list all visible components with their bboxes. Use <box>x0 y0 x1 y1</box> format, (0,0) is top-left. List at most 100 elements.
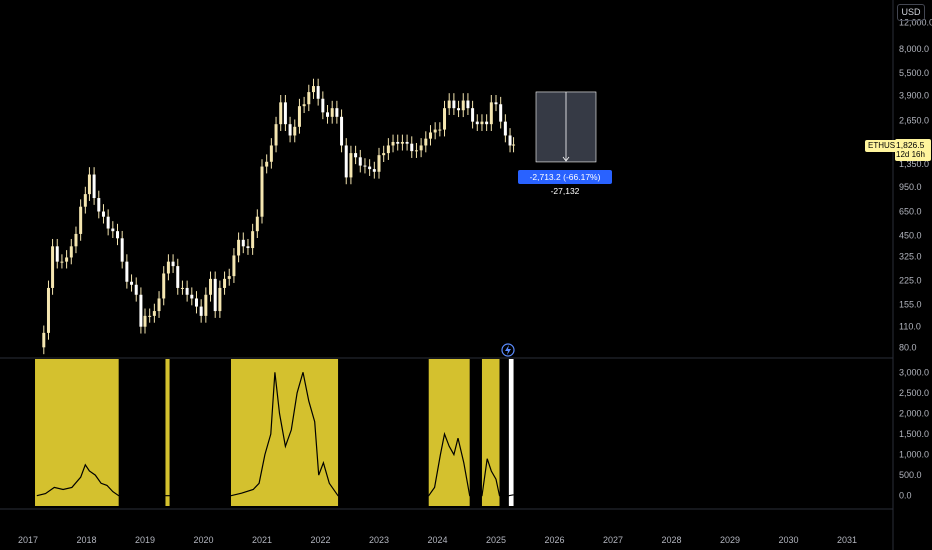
candle-body <box>74 233 78 247</box>
candle-body <box>297 106 301 127</box>
candle-body <box>354 153 358 158</box>
candle-body <box>265 161 269 167</box>
candle-body <box>46 287 50 333</box>
candle-body <box>428 132 432 139</box>
candle-body <box>227 276 231 279</box>
price-tick-label: 155.0 <box>899 299 922 309</box>
candle-body <box>130 281 134 285</box>
symbol-badge: ETHUSD <box>865 140 904 152</box>
currency-label: USD <box>901 7 921 17</box>
candle-body <box>111 228 115 232</box>
candle-body <box>485 121 489 125</box>
candle-body <box>372 169 376 172</box>
candle-body <box>391 141 395 146</box>
candle-body <box>330 108 334 117</box>
candle-body <box>171 261 175 267</box>
time-tick-label: 2023 <box>369 535 389 545</box>
currency-button[interactable]: USD <box>897 4 925 21</box>
countdown-label: 12d 16h <box>896 150 925 159</box>
indicator-highlight <box>508 359 514 506</box>
candle-body <box>363 165 367 167</box>
candle-body <box>166 261 170 274</box>
candle-body <box>396 141 400 144</box>
price-tick-label: 450.0 <box>899 230 922 240</box>
time-tick-label: 2027 <box>603 535 623 545</box>
candle-body <box>410 143 414 152</box>
candle-body <box>326 112 330 117</box>
candle-body <box>120 238 124 262</box>
price-tick-label: 650.0 <box>899 207 922 217</box>
indicator-highlights <box>35 359 514 506</box>
price-tick-label: 12,000.0 <box>899 17 932 27</box>
price-tick-label: 2,650.0 <box>899 115 929 125</box>
candle-body <box>241 239 245 247</box>
time-tick-label: 2018 <box>76 535 96 545</box>
candle-body <box>377 155 381 172</box>
candle-body <box>60 261 64 263</box>
candle-body <box>83 194 87 207</box>
price-tick-label: 110.0 <box>899 322 921 332</box>
candle-body <box>116 231 120 239</box>
candle-body <box>283 102 287 125</box>
candle-body <box>414 150 418 152</box>
time-tick-label: 2031 <box>837 535 857 545</box>
measure-label-badge: -2,713.2 (-66.17%) -27,132 <box>518 170 612 196</box>
candle-body <box>321 98 325 113</box>
candle-body <box>382 153 386 156</box>
candle-body <box>475 121 479 125</box>
price-tick-label: 225.0 <box>899 275 922 285</box>
price-tick-label: 5,500.0 <box>899 68 929 78</box>
candle-body <box>480 121 484 125</box>
time-tick-label: 2030 <box>778 535 798 545</box>
indicator-path <box>36 372 514 497</box>
price-tick-label: 8,000.0 <box>899 44 929 54</box>
candle-body <box>340 116 344 146</box>
measure-arrow-head <box>562 156 570 162</box>
indicator-axis[interactable]: 3,000.0 2,500.0 2,000.0 1,500.0 1,000.0 500.0… <box>899 367 929 500</box>
candle-body <box>307 92 311 105</box>
candle-body <box>79 206 83 234</box>
candle-body <box>274 124 278 146</box>
candle-body <box>101 211 105 217</box>
candle-body <box>349 153 353 178</box>
candle-body <box>419 145 423 151</box>
candle-body <box>255 216 259 232</box>
price-tick-label: 80.0 <box>899 342 917 352</box>
candle-body <box>106 216 110 229</box>
candle-body <box>433 129 437 133</box>
candle-body <box>461 100 465 111</box>
candle-body <box>176 266 180 288</box>
indicator-highlight <box>165 359 170 506</box>
lightning-icon[interactable] <box>501 343 515 357</box>
candle-body <box>335 108 339 117</box>
candle-body <box>386 145 390 154</box>
candle-body <box>447 100 451 109</box>
indicator-tick-label: 1,500.0 <box>899 429 929 439</box>
candle-body <box>269 145 273 162</box>
time-tick-label: 2017 <box>18 535 38 545</box>
candle-body <box>508 135 512 146</box>
candle-body <box>358 157 362 166</box>
candle-body <box>471 108 475 122</box>
time-tick-label: 2028 <box>661 535 681 545</box>
candle-body <box>180 287 184 289</box>
candle-body <box>134 284 138 295</box>
measure-label-text: -2,713.2 (-66.17%) -27,132 <box>529 172 601 196</box>
candle-body <box>489 102 493 125</box>
time-tick-label: 2026 <box>544 535 564 545</box>
time-axis[interactable]: 2017 2018 2019 2020 2021 2022 2023 2024 2025 2026… <box>18 535 857 545</box>
time-tick-label: 2021 <box>252 535 272 545</box>
candle-body <box>512 144 516 146</box>
candle-body <box>405 141 409 144</box>
candle-body <box>246 246 250 249</box>
candle-body <box>162 273 166 299</box>
price-axis[interactable]: 12,000.0 8,000.0 5,500.0 3,900.0 2,650.0 1,35… <box>899 17 932 352</box>
candle-body <box>499 104 503 122</box>
candle-body <box>51 246 55 288</box>
price-tick-label: 950.0 <box>899 182 922 192</box>
measure-tool[interactable] <box>535 91 597 163</box>
candle-body <box>288 124 292 136</box>
candle-body <box>438 129 442 131</box>
